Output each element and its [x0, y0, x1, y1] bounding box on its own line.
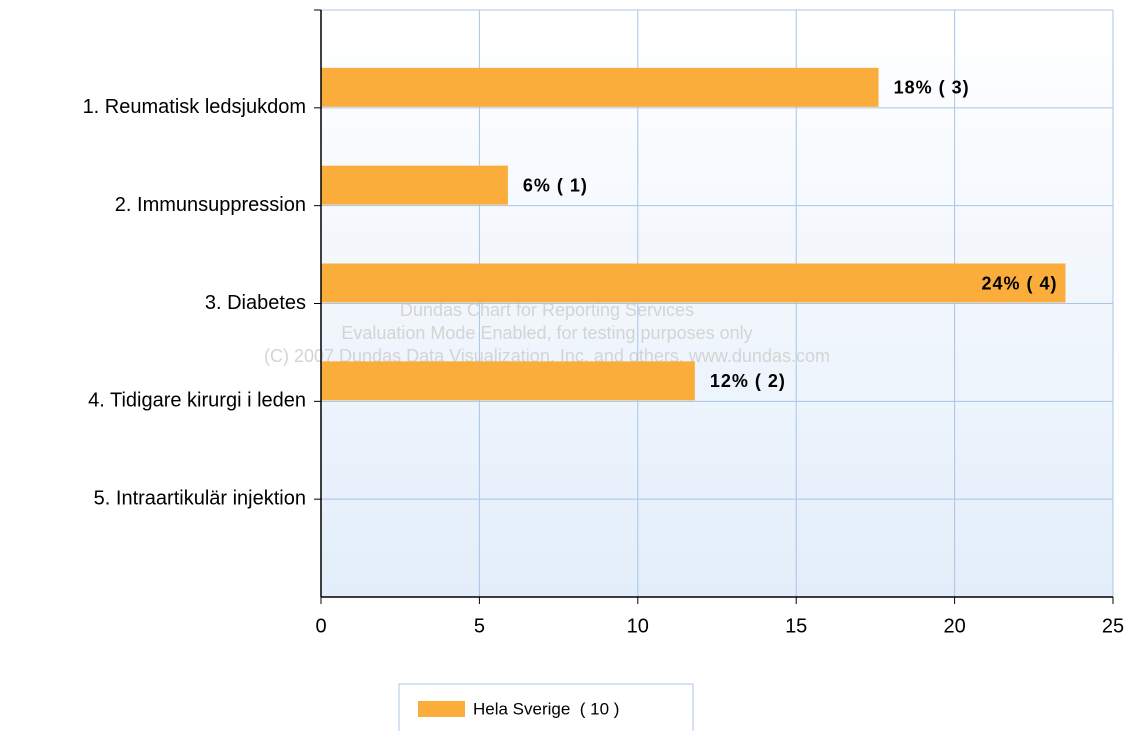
watermark: (C) 2007 Dundas Data Visualization, Inc.…: [264, 346, 830, 366]
bar: [321, 361, 695, 401]
legend-label: Hela Sverige ( 10 ): [473, 699, 619, 718]
x-tick-label: 20: [943, 615, 965, 637]
legend-swatch: [418, 701, 465, 717]
bar: [321, 263, 1066, 303]
y-tick-label: 4. Tidigare kirurgi i leden: [88, 390, 306, 412]
y-tick-label: 1. Reumatisk ledsjukdom: [83, 96, 306, 118]
x-tick-label: 0: [315, 615, 326, 637]
x-tick-label: 25: [1102, 615, 1124, 637]
watermark: Evaluation Mode Enabled, for testing pur…: [341, 323, 752, 343]
watermark: Dundas Chart for Reporting Services: [400, 300, 694, 320]
y-tick-label: 2. Immunsuppression: [115, 194, 306, 216]
bar: [321, 67, 879, 107]
x-tick-label: 15: [785, 615, 807, 637]
x-tick-label: 5: [474, 615, 485, 637]
bar: [321, 165, 508, 205]
data-label: 12% ( 2): [710, 371, 786, 391]
data-label: 6% ( 1): [523, 175, 588, 195]
data-label: 18% ( 3): [894, 78, 970, 98]
y-tick-label: 5. Intraartikulär injektion: [94, 487, 306, 509]
x-tick-label: 10: [627, 615, 649, 637]
y-tick-label: 3. Diabetes: [205, 292, 306, 314]
data-label: 24% ( 4): [981, 273, 1057, 293]
